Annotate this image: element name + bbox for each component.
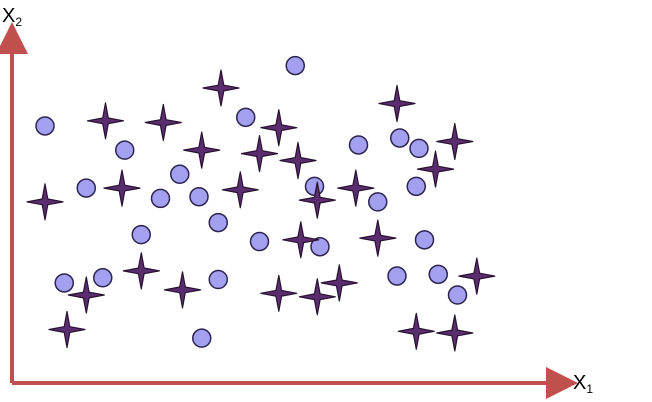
circle-point [76, 178, 96, 198]
star-point [436, 122, 474, 161]
star-point [240, 135, 279, 173]
circle-point [192, 328, 212, 348]
circle-point [115, 140, 135, 160]
circle-point [428, 264, 448, 285]
star-point [337, 169, 375, 207]
star-point [202, 69, 240, 107]
data-points [26, 55, 496, 352]
x-axis-label-sub: 1 [586, 382, 593, 396]
circle-point [414, 230, 435, 250]
circle-point [236, 107, 256, 128]
circle-point [310, 236, 330, 257]
star-point [163, 271, 202, 309]
star-point [458, 257, 496, 295]
star-point [436, 314, 474, 352]
star-point [298, 181, 336, 219]
star-point [86, 102, 125, 140]
circle-point [189, 186, 209, 207]
star-point [260, 109, 298, 147]
y-axis-label-main: X [2, 5, 15, 27]
circle-point [208, 212, 228, 233]
star-point [26, 183, 64, 221]
star-point [103, 169, 141, 207]
circle-point [447, 285, 468, 305]
circle-point [208, 269, 228, 290]
star-point [183, 131, 221, 169]
star-point [67, 276, 105, 314]
x-axis-label-main: X [573, 372, 586, 394]
star-point [48, 310, 86, 349]
star-point [397, 312, 435, 350]
circle-point [387, 266, 407, 286]
circle-point [406, 176, 426, 197]
star-point [359, 219, 397, 257]
star-point [260, 274, 298, 312]
circle-point [368, 192, 388, 212]
circle-point [285, 55, 305, 76]
star-point [221, 171, 259, 209]
star-point [144, 103, 182, 142]
star-point [320, 264, 358, 302]
star-point [282, 221, 320, 259]
circle-point [35, 116, 55, 136]
y-axis-label-sub: 2 [15, 15, 22, 29]
circle-point [54, 273, 74, 293]
circle-point [304, 176, 325, 197]
circle-point [409, 138, 429, 159]
star-point [122, 252, 160, 290]
y-axis-label: X2 [2, 5, 22, 29]
circle-point [390, 128, 410, 148]
star-point [378, 84, 416, 123]
circle-point [131, 224, 151, 245]
circle-point [249, 231, 270, 252]
star-point [416, 150, 455, 188]
circle-point [93, 268, 113, 288]
star-point [298, 278, 336, 316]
x-axis-label: X1 [573, 372, 593, 396]
star-point [279, 141, 317, 180]
circle-point [170, 164, 190, 185]
circle-point [348, 135, 369, 155]
circle-point [150, 188, 171, 209]
